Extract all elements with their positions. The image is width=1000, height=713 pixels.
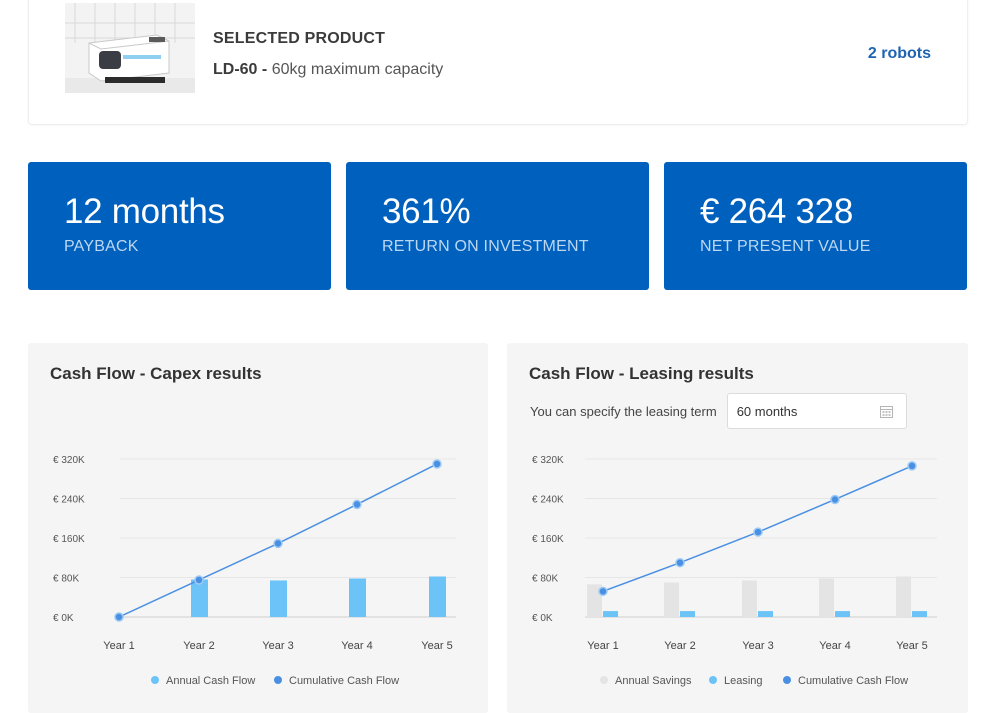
y-tick-label: € 0K bbox=[53, 613, 74, 624]
capex-chart: € 0K € 80K € 160K € 240K € 320K Year 1 Year 2 Y… bbox=[53, 455, 456, 687]
legend-label: Leasing bbox=[724, 675, 763, 687]
line-point bbox=[598, 586, 608, 597]
selected-product-label: SELECTED PRODUCT bbox=[213, 30, 386, 47]
kpi-roi: 361% RETURN ON INVESTMENT bbox=[346, 162, 649, 290]
product-capacity: 60kg maximum capacity bbox=[271, 61, 444, 78]
line-point bbox=[830, 494, 840, 505]
line-point bbox=[907, 461, 917, 471]
x-tick-label: Year 2 bbox=[664, 640, 695, 652]
leasing-chart-title: Cash Flow - Leasing results bbox=[529, 364, 754, 383]
x-tick-label: Year 1 bbox=[103, 640, 134, 652]
y-tick-label: € 240K bbox=[53, 495, 85, 506]
legend-dot bbox=[151, 676, 159, 684]
bar bbox=[742, 580, 757, 617]
leasing-term-row: You can specify the leasing term 60 mont… bbox=[530, 393, 907, 429]
legend-label: Cumulative Cash Flow bbox=[289, 675, 399, 687]
x-tick-label: Year 2 bbox=[183, 640, 214, 652]
x-tick-label: Year 5 bbox=[421, 640, 452, 652]
y-tick-label: € 80K bbox=[532, 574, 558, 585]
x-tick-label: Year 3 bbox=[262, 640, 293, 652]
line-point bbox=[352, 499, 362, 510]
legend-label: Cumulative Cash Flow bbox=[798, 675, 908, 687]
y-tick-label: € 0K bbox=[532, 613, 553, 624]
kpi-npv: € 264 328 NET PRESENT VALUE bbox=[664, 162, 967, 290]
kpi-label: RETURN ON INVESTMENT bbox=[382, 238, 589, 255]
x-tick-label: Year 4 bbox=[819, 640, 850, 652]
line-point bbox=[273, 538, 283, 549]
kpi-value: 12 months bbox=[64, 192, 225, 231]
kpi-label: PAYBACK bbox=[64, 238, 139, 255]
x-tick-label: Year 3 bbox=[742, 640, 773, 652]
legend-label: Annual Cash Flow bbox=[166, 675, 255, 687]
bar bbox=[587, 584, 602, 617]
line-point bbox=[194, 575, 204, 585]
x-tick-label: Year 1 bbox=[587, 640, 618, 652]
leasing-term-value: 60 months bbox=[736, 404, 798, 419]
product-model: LD-60 - bbox=[213, 61, 268, 78]
y-tick-label: € 240K bbox=[532, 495, 564, 506]
selected-product-card: SELECTED PRODUCT LD-60 - 60kg maximum ca… bbox=[28, 0, 968, 125]
bar bbox=[912, 611, 927, 617]
y-tick-label: € 160K bbox=[532, 534, 564, 545]
capex-chart-card: Cash Flow - Capex results € 0K € 80K € 160… bbox=[28, 343, 488, 713]
line-point bbox=[675, 557, 685, 568]
kpi-value: 361% bbox=[382, 192, 471, 231]
bar bbox=[758, 611, 773, 617]
kpi-payback: 12 months PAYBACK bbox=[28, 162, 331, 290]
product-description: LD-60 - 60kg maximum capacity bbox=[213, 61, 443, 79]
robots-count-link[interactable]: 2 robots bbox=[867, 45, 931, 62]
bar bbox=[191, 579, 208, 617]
bar bbox=[429, 576, 446, 617]
kpi-label: NET PRESENT VALUE bbox=[700, 238, 871, 255]
bar bbox=[603, 611, 618, 617]
x-tick-label: Year 4 bbox=[341, 640, 372, 652]
y-tick-label: € 160K bbox=[53, 534, 85, 545]
leasing-term-label: You can specify the leasing term bbox=[530, 403, 717, 419]
y-tick-label: € 80K bbox=[53, 574, 79, 585]
kpi-value: € 264 328 bbox=[700, 192, 854, 231]
legend-dot bbox=[600, 676, 608, 684]
legend-label: Annual Savings bbox=[615, 675, 692, 687]
leasing-chart-card: Cash Flow - Leasing results You can spec… bbox=[507, 343, 968, 713]
y-tick-label: € 320K bbox=[53, 455, 85, 466]
bar bbox=[819, 578, 834, 617]
bar bbox=[680, 611, 695, 617]
capex-chart-title: Cash Flow - Capex results bbox=[50, 364, 262, 383]
line-point bbox=[753, 527, 763, 537]
legend-dot bbox=[709, 676, 717, 684]
calendar-icon[interactable] bbox=[879, 405, 893, 418]
leasing-term-input[interactable]: 60 months bbox=[726, 393, 907, 429]
line-point bbox=[432, 459, 442, 469]
line-point bbox=[114, 612, 124, 622]
bar bbox=[896, 576, 911, 617]
legend-dot bbox=[274, 676, 282, 684]
bar bbox=[835, 611, 850, 617]
legend-dot bbox=[783, 676, 791, 684]
y-tick-label: € 320K bbox=[532, 455, 564, 466]
leasing-chart: € 0K € 80K € 160K € 240K € 320K Year 1 Year 2 Y… bbox=[532, 455, 937, 687]
robot-product-image bbox=[65, 3, 195, 93]
bar bbox=[349, 578, 366, 617]
bar bbox=[270, 580, 287, 617]
x-tick-label: Year 5 bbox=[896, 640, 927, 652]
bar bbox=[664, 582, 679, 617]
